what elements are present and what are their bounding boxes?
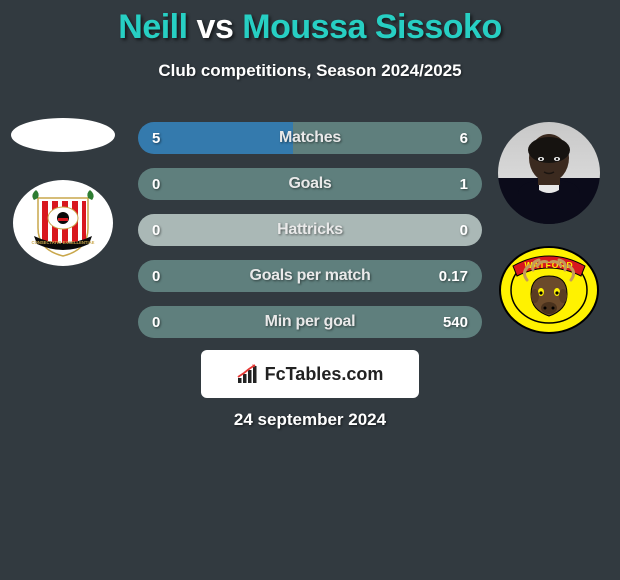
fctables-logo-icon [237, 364, 261, 384]
player1-name: Neill [118, 8, 187, 46]
page-title: Neill vs Moussa Sissoko [0, 0, 620, 47]
stat-left-value: 0 [152, 314, 160, 331]
stat-label: Matches [138, 129, 482, 147]
brand-box[interactable]: FcTables.com [201, 350, 419, 398]
right-column: WATFORD [494, 122, 604, 334]
stat-label: Hattricks [138, 221, 482, 239]
stat-left-value: 0 [152, 268, 160, 285]
stat-left-value: 5 [152, 130, 160, 147]
stat-bar: 0Min per goal540 [138, 306, 482, 338]
team1-crest: CONSECTATIO EXCELLENTIAE [13, 180, 113, 266]
stat-bar: 0Hattricks0 [138, 214, 482, 246]
stat-label: Goals per match [138, 267, 482, 285]
subtitle: Club competitions, Season 2024/2025 [0, 61, 620, 81]
date-label: 24 september 2024 [0, 410, 620, 430]
team2-crest: WATFORD [499, 246, 599, 334]
stat-label: Min per goal [138, 313, 482, 331]
stat-bar: 0Goals per match0.17 [138, 260, 482, 292]
comparison-bars: 5Matches60Goals10Hattricks00Goals per ma… [138, 122, 482, 352]
player2-photo [498, 122, 600, 224]
stat-right-value: 0 [460, 222, 468, 239]
stat-left-value: 0 [152, 176, 160, 193]
svg-text:CONSECTATIO EXCELLENTIAE: CONSECTATIO EXCELLENTIAE [32, 240, 95, 245]
sunderland-crest-icon: CONSECTATIO EXCELLENTIAE [26, 186, 100, 260]
left-column: CONSECTATIO EXCELLENTIAE [8, 118, 118, 266]
stat-right-value: 6 [460, 130, 468, 147]
stat-right-value: 0.17 [439, 268, 468, 285]
player1-photo-placeholder [11, 118, 115, 152]
stat-label: Goals [138, 175, 482, 193]
brand-text: FcTables.com [265, 364, 384, 385]
stat-right-value: 540 [443, 314, 468, 331]
stat-left-value: 0 [152, 222, 160, 239]
player2-name: Moussa Sissoko [242, 8, 501, 46]
vs-word: vs [197, 8, 243, 46]
watford-crest-icon: WATFORD [499, 246, 599, 334]
stat-right-value: 1 [460, 176, 468, 193]
stat-bar: 0Goals1 [138, 168, 482, 200]
stat-bar: 5Matches6 [138, 122, 482, 154]
